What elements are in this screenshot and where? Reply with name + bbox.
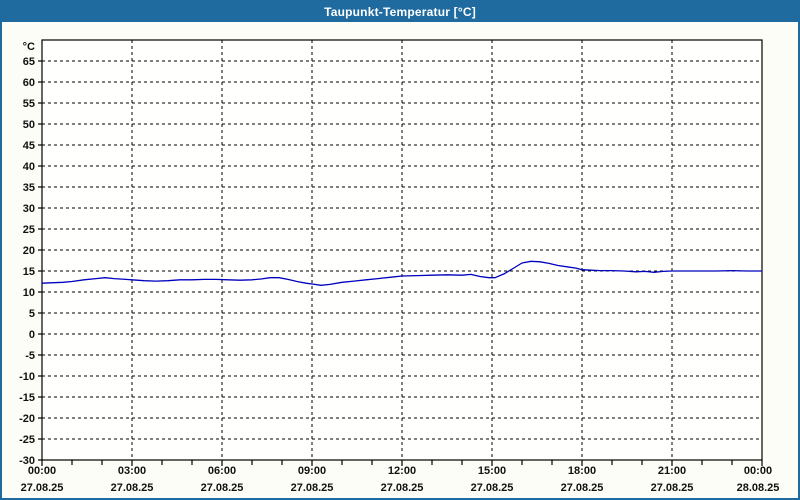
svg-text:-20: -20 (19, 413, 35, 425)
gridlines (42, 40, 762, 460)
x-tick-date-label: 27.08.25 (381, 482, 424, 494)
svg-text:65: 65 (23, 56, 35, 68)
svg-text:-10: -10 (19, 371, 35, 383)
series-line-taupunkt (41, 260, 763, 286)
svg-text:-5: -5 (25, 350, 35, 362)
x-tick-time-label: 12:00 (388, 465, 416, 477)
x-tick-time-label: 00:00 (744, 465, 772, 477)
x-tick-date-label: 27.08.25 (21, 482, 64, 494)
x-tick-date-label: 27.08.25 (291, 482, 334, 494)
x-tick-time-label: 09:00 (298, 465, 326, 477)
x-tick-time-label: 21:00 (658, 465, 686, 477)
window-title: Taupunkt-Temperatur [°C] (324, 5, 476, 19)
x-tick-time-label: 06:00 (208, 465, 236, 477)
dewpoint-line-chart: -30 -25 -20 -15 -10 -5 0 5 10 15 20 25 30 35 40 45 50 55 6… (19, 39, 780, 494)
x-tick-time-label: 00:00 (28, 465, 56, 477)
svg-text:45: 45 (23, 140, 35, 152)
x-tick-date-label: 28.08.25 (737, 482, 780, 494)
svg-text:60: 60 (23, 77, 35, 89)
x-axis: 00:00 27.08.25 03:00 27.08.25 06:00 27.08.25 0… (21, 460, 780, 494)
chart-area: -30 -25 -20 -15 -10 -5 0 5 10 15 20 25 30 35 40 45 50 55 6… (2, 22, 798, 498)
svg-text:40: 40 (23, 161, 35, 173)
svg-text:5: 5 (29, 308, 35, 320)
svg-text:25: 25 (23, 224, 35, 236)
svg-text:30: 30 (23, 203, 35, 215)
svg-text:-15: -15 (19, 392, 35, 404)
svg-text:-30: -30 (19, 455, 35, 467)
y-axis: -30 -25 -20 -15 -10 -5 0 5 10 15 20 25 30 35 40 45 50 55 6… (19, 41, 42, 467)
x-tick-time-label: 15:00 (478, 465, 506, 477)
svg-text:10: 10 (23, 287, 35, 299)
x-tick-date-label: 27.08.25 (651, 482, 694, 494)
x-tick-time-label: 18:00 (568, 465, 596, 477)
x-tick-date-label: 27.08.25 (201, 482, 244, 494)
svg-text:50: 50 (23, 119, 35, 131)
svg-text:55: 55 (23, 98, 35, 110)
svg-text:0: 0 (29, 329, 35, 341)
svg-text:20: 20 (23, 245, 35, 257)
svg-text:-25: -25 (19, 434, 35, 446)
svg-text:35: 35 (23, 182, 35, 194)
window-title-bar[interactable]: Taupunkt-Temperatur [°C] (2, 2, 798, 22)
x-tick-date-label: 27.08.25 (471, 482, 514, 494)
x-tick-date-label: 27.08.25 (561, 482, 604, 494)
svg-text:15: 15 (23, 266, 35, 278)
x-tick-time-label: 03:00 (118, 465, 146, 477)
x-tick-date-label: 27.08.25 (111, 482, 154, 494)
y-axis-unit-label: °C (23, 41, 35, 53)
